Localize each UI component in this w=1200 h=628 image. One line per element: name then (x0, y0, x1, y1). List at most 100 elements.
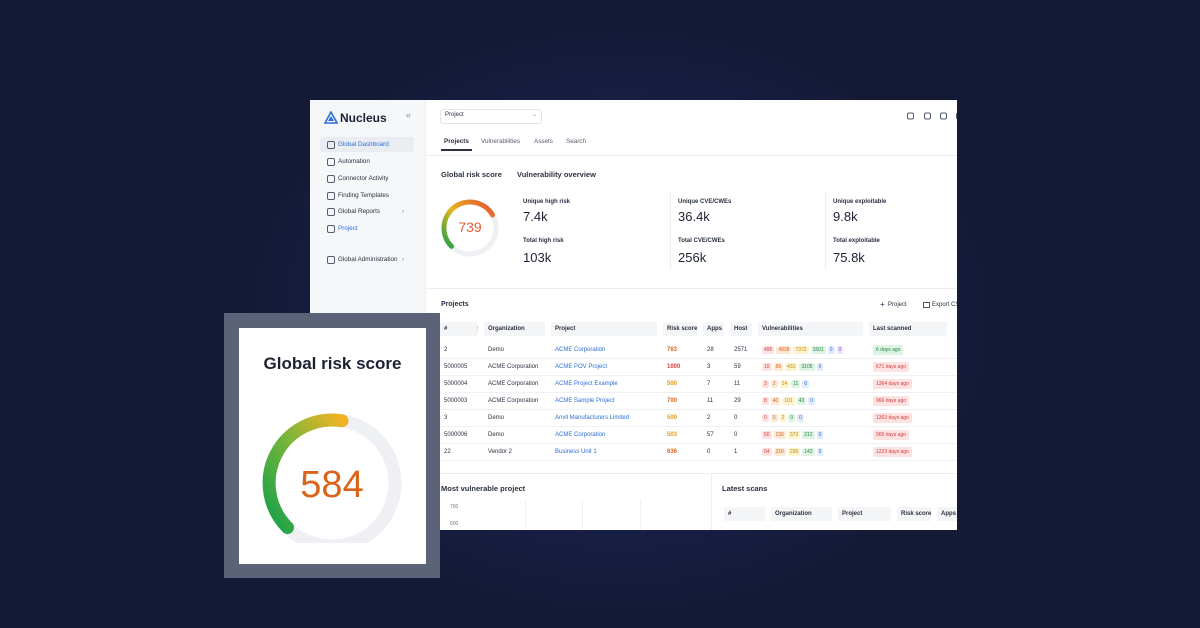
header-cell-bg (838, 507, 891, 521)
column-header[interactable]: Organization (775, 511, 812, 517)
logo (324, 111, 338, 124)
column-header[interactable]: Project (842, 511, 863, 517)
project-select[interactable]: Project ⌄ (440, 109, 542, 124)
cell-project[interactable]: ACME Project Example (555, 381, 618, 387)
vulnerability-badge: 2 (779, 414, 787, 422)
cell-project[interactable]: ACME POV Project (555, 364, 608, 370)
y-tick-label: 700 (450, 504, 459, 510)
cell-organization: ACME Corporation (488, 398, 539, 404)
vulnerability-badge: 216 (773, 448, 786, 456)
tab[interactable]: Vulnerabilities (481, 138, 520, 145)
nav-item[interactable]: Global Reports (338, 208, 380, 215)
column-header[interactable]: Last scanned (873, 326, 912, 332)
tab[interactable]: Projects (444, 138, 469, 145)
header-cell-bg (730, 322, 752, 336)
tab[interactable]: Search (566, 138, 586, 145)
cell-project[interactable]: ACME Sample Project (555, 398, 615, 404)
tab[interactable]: Assets (534, 138, 553, 145)
nav-item[interactable]: Automation (338, 158, 370, 165)
toolbar-icon[interactable] (956, 112, 957, 120)
cell-vulnerabilities: 8 40 101 43 0 (762, 396, 817, 406)
card-title: Global risk score (263, 354, 402, 373)
cell-project[interactable]: Business Unit 1 (555, 449, 597, 455)
risk-gauge: 739 (441, 199, 499, 257)
nav-icon (327, 192, 335, 200)
cell-risk-score: 636 (667, 449, 678, 455)
cell-apps: 2 (707, 415, 711, 421)
divider (711, 473, 712, 530)
vulnerability-badge: 0 (827, 346, 835, 354)
cell-risk-score: 503 (667, 432, 678, 438)
cell-apps: 11 (707, 398, 714, 404)
column-header[interactable]: # (728, 511, 732, 517)
column-header[interactable]: Apps (707, 326, 722, 332)
brand: Nucleus (340, 111, 387, 125)
cell-vulnerabilities: 10 56 431 3105 6 (762, 362, 825, 372)
toolbar-icon[interactable] (907, 112, 914, 120)
cell-risk-score: 500 (667, 381, 678, 387)
row-divider (440, 409, 957, 410)
risk-title: Global risk score (441, 170, 502, 179)
column-header[interactable]: Host (734, 326, 748, 332)
header-cell-bg (724, 507, 765, 521)
nav-item[interactable]: Global Administration (338, 256, 398, 263)
nav-item[interactable]: Connector Activity (338, 175, 389, 182)
vulnerability-badge: 6 (816, 363, 824, 371)
column-header[interactable]: Vulnerabilities (762, 326, 803, 332)
cell-project[interactable]: ACME Corporation (555, 347, 606, 353)
vulnerability-badge: 296 (787, 448, 801, 456)
stat-value: 75.8k (833, 250, 865, 265)
cell-id: 2 (444, 347, 448, 353)
toolbar-icon[interactable] (924, 112, 931, 120)
vulnerability-badge: 236 (773, 431, 786, 439)
grid-line (582, 500, 583, 530)
stat-value: 9.8k (833, 209, 858, 224)
column-header[interactable]: Project (555, 326, 576, 332)
vulnerability-badge: 50 (762, 431, 772, 439)
cell-project[interactable]: ACME Corporation (555, 432, 606, 438)
divider (425, 288, 957, 289)
header-cell-bg (897, 507, 931, 521)
cell-organization: ACME Corporation (488, 364, 539, 370)
sort-icon[interactable]: ↑ (476, 326, 479, 332)
nav-item[interactable]: Finding Templates (338, 192, 389, 199)
divider (825, 192, 826, 270)
nav-item[interactable]: Global Dashboard (338, 141, 389, 148)
column-header[interactable]: Apps (941, 511, 956, 517)
vulnerability-badge: 495 (762, 346, 775, 354)
column-header[interactable]: # (444, 326, 448, 332)
nav-item[interactable]: Project (338, 225, 358, 232)
cell-host: 1 (734, 449, 738, 455)
cell-last-scanned: 671 days ago (873, 362, 910, 372)
cell-organization: Demo (488, 347, 505, 353)
toolbar-icon[interactable] (940, 112, 947, 120)
cell-organization: Vendor 2 (488, 449, 513, 455)
nav-active (320, 137, 414, 152)
stat-label: Total CVE/CWEs (678, 238, 725, 244)
overview-title: Vulnerability overview (517, 170, 596, 179)
stat-value: 256k (678, 250, 707, 265)
stat-label: Unique exploitable (833, 199, 887, 205)
collapse[interactable]: « (406, 110, 412, 120)
grid-line (640, 500, 641, 530)
column-header[interactable]: Organization (488, 326, 525, 332)
cell-host: 0 (734, 432, 738, 438)
export-button[interactable]: Export CSV (932, 302, 957, 308)
vulnerability-badge: 64 (762, 448, 772, 456)
vulnerability-badge: 0 (797, 414, 804, 422)
vulnerability-badge: 56 (773, 363, 784, 371)
column-header[interactable]: Risk score (901, 511, 932, 517)
nav-icon (327, 256, 335, 264)
stat-label: Total high risk (523, 238, 564, 244)
header-cell-bg (937, 507, 957, 521)
add-project-button[interactable]: Project (888, 302, 907, 308)
cell-id: 5000004 (444, 381, 468, 387)
stat-value: 103k (523, 250, 552, 265)
cell-project[interactable]: Anvil Manufacturers Limited (555, 415, 630, 421)
column-header[interactable]: Risk score (667, 326, 698, 332)
chevron: › (402, 208, 405, 215)
cell-risk-score: 763 (667, 347, 678, 353)
vulnerability-badge: 142 (802, 448, 815, 456)
